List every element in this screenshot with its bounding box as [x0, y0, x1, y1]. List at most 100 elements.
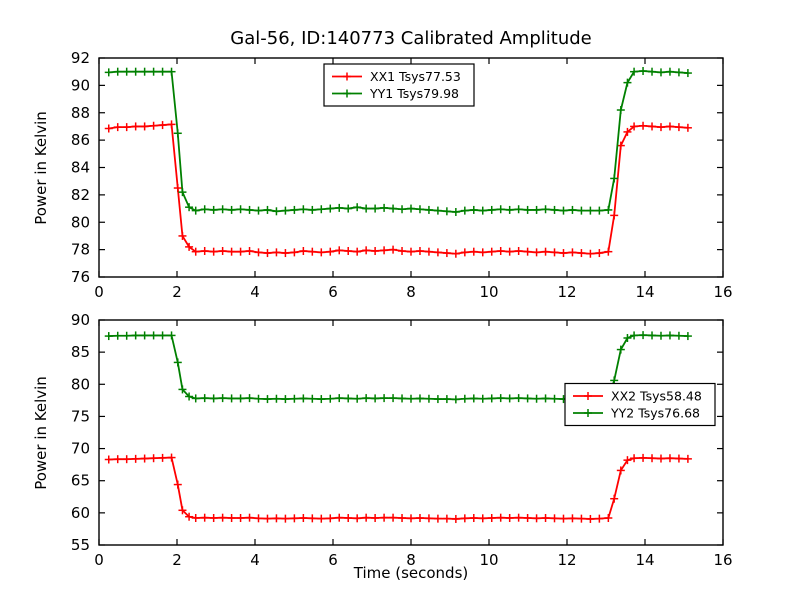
data-point-marker [630, 454, 639, 463]
data-point-marker [263, 205, 272, 214]
data-point-marker [326, 514, 335, 523]
data-point-marker [140, 122, 149, 131]
y-tick-label: 92 [71, 49, 90, 67]
data-point-marker [308, 514, 317, 523]
legend-entry[interactable]: XX2 Tsys58.48 [573, 389, 702, 404]
data-point-marker [610, 494, 619, 503]
data-point-marker [532, 205, 541, 214]
x-tick-label: 12 [557, 283, 576, 301]
data-point-marker [505, 514, 514, 522]
y-tick-label: 65 [71, 472, 90, 490]
data-point-marker [523, 514, 532, 522]
data-point-marker [335, 394, 344, 403]
data-point-marker [532, 248, 541, 257]
data-point-marker [122, 123, 131, 132]
data-point-marker [191, 514, 200, 522]
data-point-marker [514, 513, 523, 522]
bottom-legend[interactable]: XX2 Tsys58.48 YY2 Tsys76.68 [564, 382, 716, 427]
data-point-marker [185, 203, 194, 212]
data-point-marker [478, 248, 487, 257]
data-point-marker [407, 514, 415, 523]
data-point-marker [514, 246, 523, 255]
data-point-marker [568, 248, 577, 257]
y-tick-label: 84 [71, 159, 90, 177]
top-legend[interactable]: XX1 Tsys77.53 YY1 Tsys79.98 [323, 63, 475, 107]
y-tick-label: 78 [71, 241, 90, 259]
data-point-marker [122, 455, 131, 464]
x-tick-label: 0 [94, 551, 104, 569]
data-point-marker [389, 394, 398, 403]
data-point-marker [442, 249, 451, 258]
y-tick-label: 80 [71, 213, 90, 231]
data-point-marker [639, 121, 648, 130]
data-point-marker [407, 204, 415, 213]
data-point-marker [173, 129, 182, 138]
x-tick-label: 0 [94, 283, 104, 301]
legend-entry[interactable]: YY1 Tsys79.98 [332, 86, 459, 101]
data-point-marker [623, 334, 632, 342]
data-point-marker [272, 394, 281, 403]
data-point-marker [541, 394, 550, 403]
x-tick-label: 4 [250, 551, 260, 569]
legend-marker [343, 89, 351, 98]
data-point-marker [353, 203, 362, 212]
legend-entry[interactable]: YY2 Tsys76.68 [573, 406, 700, 421]
legend-entry[interactable]: XX1 Tsys77.53 [332, 69, 461, 84]
data-series [104, 120, 692, 258]
data-point-marker [532, 394, 541, 403]
data-point-marker [433, 395, 442, 404]
data-point-marker [424, 514, 433, 523]
data-point-marker [639, 67, 648, 76]
data-point-marker [236, 394, 245, 403]
data-point-marker [415, 205, 424, 214]
data-point-marker [299, 205, 308, 214]
data-point-marker [460, 206, 469, 215]
data-point-marker [272, 514, 281, 523]
data-point-marker [113, 455, 122, 464]
data-point-marker [326, 247, 335, 256]
data-point-marker [218, 513, 227, 522]
data-point-marker [469, 205, 478, 214]
data-point-marker [290, 248, 299, 257]
data-point-marker [577, 206, 586, 215]
data-point-marker [173, 358, 182, 367]
data-point-marker [200, 394, 209, 403]
data-point-marker [683, 454, 692, 463]
data-point-marker [541, 205, 550, 214]
data-point-marker [185, 512, 194, 521]
data-point-marker [167, 453, 176, 462]
top-y-axis-label: Power in Kelvin [32, 111, 50, 225]
data-point-marker [610, 211, 619, 220]
data-point-marker [604, 205, 613, 214]
data-point-marker [290, 205, 299, 214]
data-point-marker [460, 514, 469, 523]
x-tick-label: 8 [406, 283, 416, 301]
data-point-marker [272, 207, 281, 216]
data-point-marker [487, 205, 496, 214]
data-point-marker [630, 122, 639, 131]
x-tick-label: 6 [328, 283, 338, 301]
data-point-marker [245, 394, 254, 403]
data-point-marker [550, 514, 559, 523]
data-point-marker [299, 246, 308, 255]
data-point-marker [200, 513, 209, 522]
data-point-marker [623, 127, 632, 136]
data-point-marker [550, 248, 559, 257]
data-point-marker [308, 247, 317, 256]
data-point-marker [281, 395, 290, 404]
data-point-marker [191, 394, 200, 403]
data-point-marker [415, 514, 424, 522]
data-point-marker [442, 207, 451, 216]
data-point-marker [683, 69, 692, 78]
data-point-marker [523, 247, 532, 256]
data-point-marker [362, 204, 371, 213]
y-tick-label: 82 [71, 186, 90, 204]
data-point-marker [200, 246, 209, 255]
bottom-axis-ticks: 0 2 4 6 8 10 12 14 16 55 60 65 70 75 80 85 90 [71, 311, 733, 569]
data-point-marker [460, 248, 469, 257]
data-point-marker [460, 394, 469, 403]
y-tick-label: 60 [71, 504, 90, 522]
legend-label: XX2 Tsys58.48 [611, 389, 702, 404]
data-point-marker [415, 394, 424, 403]
x-tick-label: 4 [250, 283, 260, 301]
